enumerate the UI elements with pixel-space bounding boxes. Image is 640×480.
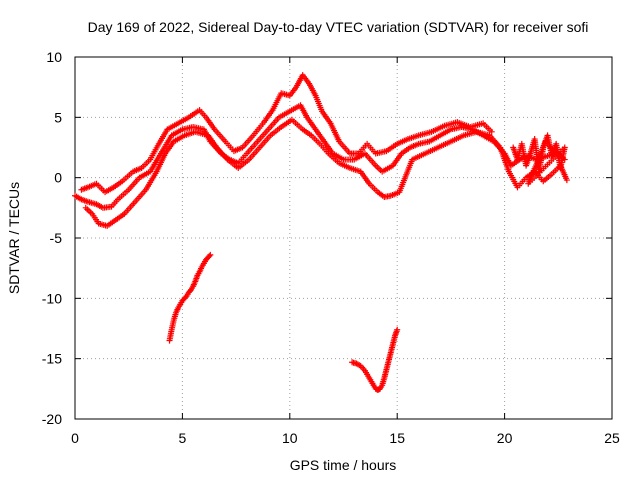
y-tick-label: -10 (42, 290, 62, 306)
data-point (559, 155, 566, 162)
grid (75, 57, 612, 419)
x-tick-label: 25 (604, 430, 620, 446)
x-axis-label: GPS time / hours (290, 457, 397, 473)
data-point (563, 177, 570, 184)
x-tick-label: 10 (282, 430, 298, 446)
data-point (182, 294, 189, 301)
data-point (207, 251, 214, 258)
data-points (72, 72, 570, 394)
y-tick-label: 5 (54, 109, 62, 125)
y-tick-label: 0 (54, 170, 62, 186)
y-tick-label: 10 (46, 49, 62, 65)
tick-labels: 0 5 10 15 20 25 -20 -15 -10 -5 0 5 10 (42, 49, 620, 446)
data-point (186, 288, 193, 295)
y-tick-label: -20 (42, 411, 62, 427)
data-point (488, 128, 495, 135)
y-axis-label: SDTVAR / TECUs (6, 182, 22, 294)
chart-title: Day 169 of 2022, Sidereal Day-to-day VTE… (88, 19, 589, 35)
axis-ticks (74, 56, 613, 420)
y-tick-label: -5 (50, 230, 63, 246)
x-tick-label: 15 (389, 430, 405, 446)
data-point (206, 253, 213, 260)
x-tick-label: 5 (179, 430, 187, 446)
x-tick-label: 0 (71, 430, 79, 446)
x-tick-label: 20 (497, 430, 513, 446)
data-point (394, 326, 401, 333)
y-tick-label: -15 (42, 351, 62, 367)
